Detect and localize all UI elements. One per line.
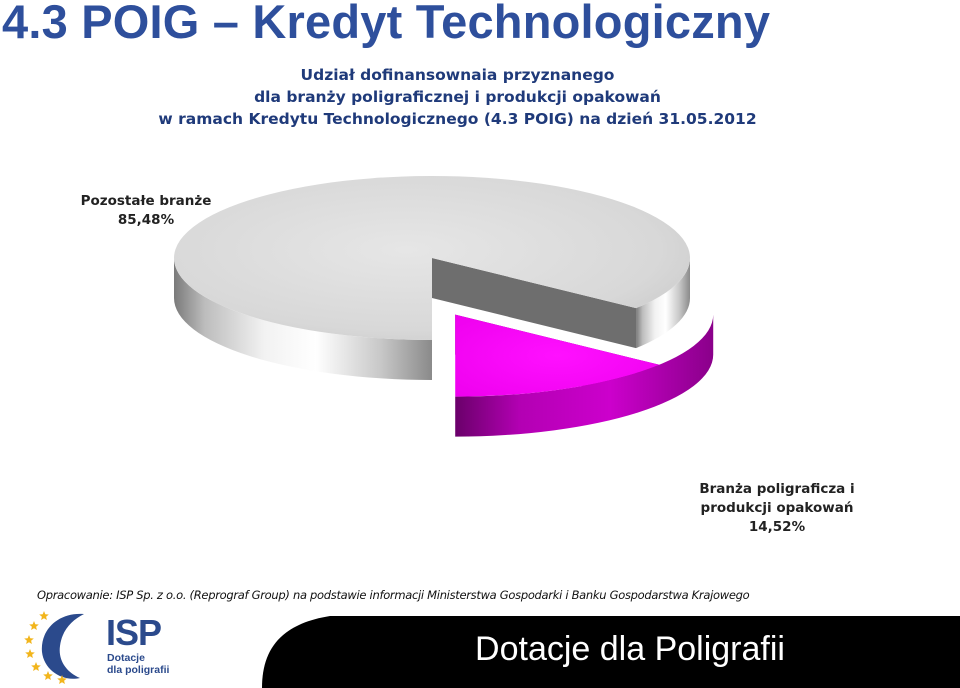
chart-title: Udział dofinansownaia przyznanego dla br… (0, 64, 915, 130)
star-icon (39, 611, 49, 620)
pie-chart (174, 176, 714, 437)
slice-name: produkcji opakowań (700, 500, 854, 516)
pie-slice-side (455, 314, 714, 437)
logo-tagline-line: dla poligrafii (107, 664, 170, 676)
star-icon (57, 675, 67, 684)
slice-name: Pozostałe branże (80, 193, 212, 209)
pie-slice-wall (432, 258, 637, 349)
pie-slice-side (174, 258, 432, 380)
chart-title-line: Udział dofinansownaia przyznanego (300, 66, 615, 84)
slice-value: 14,52% (748, 519, 806, 535)
star-emblem-icon (24, 611, 84, 684)
pie-slice-side (636, 258, 690, 349)
logo-tagline-line: Dotacje (107, 652, 145, 664)
star-icon (43, 671, 53, 680)
star-icon (31, 662, 41, 671)
slice-label-printing: Branża poligraficza i produkcji opakowań… (682, 480, 872, 537)
pie-slice-other (174, 176, 691, 340)
chart-title-line: dla branży poligraficznej i produkcji op… (254, 88, 661, 106)
source-note: Opracowanie: ISP Sp. z o.o. (Reprograf G… (37, 588, 750, 602)
logo-tagline: Dotacje dla poligrafii (107, 652, 169, 676)
logo-text: ISP (106, 612, 162, 653)
slice-value: 85,48% (117, 212, 175, 228)
slice-label-other: Pozostałe branże 85,48% (78, 192, 214, 230)
chart-title-line: w ramach Kredytu Technologicznego (4.3 P… (158, 110, 757, 128)
slice-name: Branża poligraficza i (699, 481, 855, 497)
star-icon (24, 635, 34, 644)
star-icon (29, 621, 39, 630)
slide-title: 4.3 POIG – Kredyt Technologiczny (2, 0, 771, 48)
footer-banner-text: Dotacje dla Poligrafii (475, 630, 785, 668)
star-icon (25, 649, 35, 658)
pie-slice-printing (455, 314, 660, 397)
